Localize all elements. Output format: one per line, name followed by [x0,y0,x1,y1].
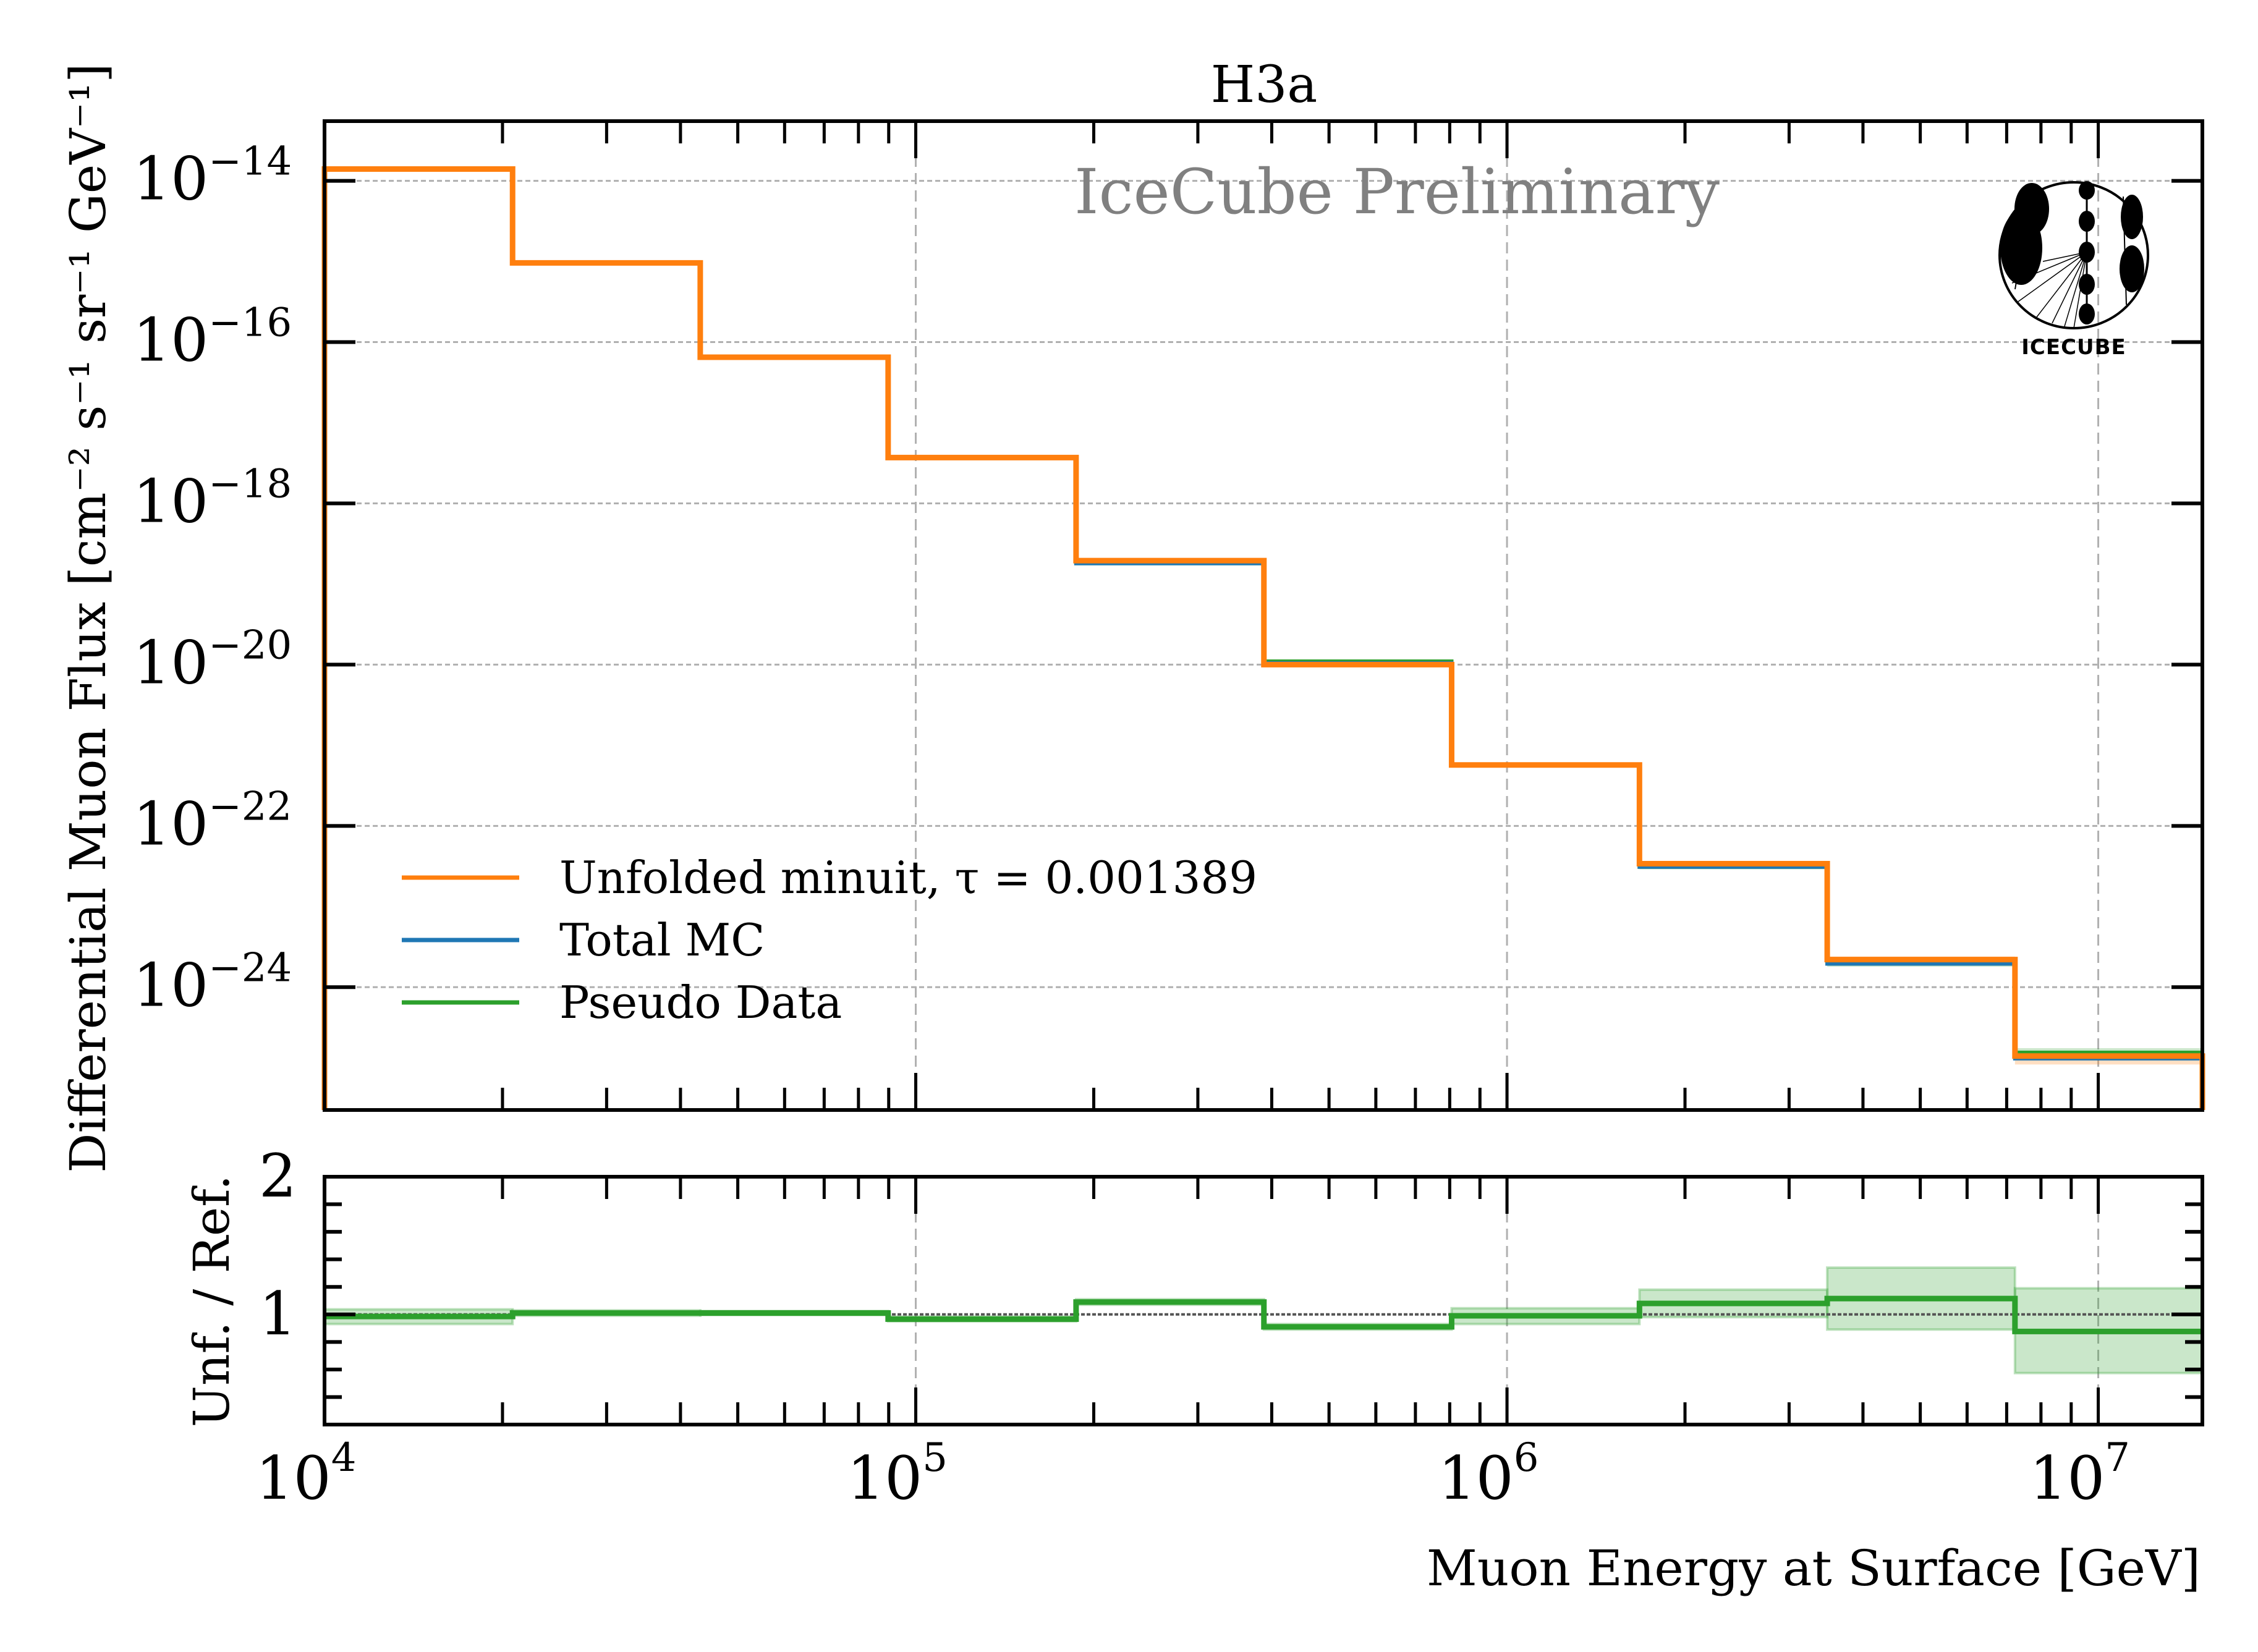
tick-label-exponent: 7 [2105,1435,2130,1481]
tick-label-base: 10 [133,789,208,858]
tick-label-base: 10 [1438,1444,1514,1513]
tick-label-exponent: −20 [208,622,292,668]
legend-label-unfolded: Unfolded minuit, τ = 0.001389 [559,852,1257,904]
logo-dom [2079,211,2095,232]
tick-label-base: 10 [133,951,208,1020]
ratio-y-tick-labels: 12 [259,1142,297,1349]
legend-label-pseudo-data: Pseudo Data [559,976,842,1028]
main-grid [325,121,2202,1110]
tick-label-base: 10 [133,145,208,214]
icecube-logo: IceCube [1998,181,2149,360]
y-tick-label: 10−24 [133,945,292,1020]
tick-label-base: 10 [2029,1444,2105,1513]
legend-entry-pseudo-data: Pseudo Data [402,976,842,1028]
x-tick-label: 104 [256,1435,357,1513]
legend-entry-total-mc: Total MC [402,914,765,966]
x-tick-label: 107 [2029,1435,2130,1513]
tick-label-base: 10 [847,1444,922,1513]
y-tick-label: 10−20 [133,622,292,697]
ratio-series-line [325,1295,2202,1334]
logo-dom [2079,303,2095,324]
x-tick-label: 106 [1438,1435,1539,1513]
ratio-axes-frame [323,1175,2204,1426]
main-ticks [323,121,2202,1110]
tick-label-exponent: −14 [208,139,292,185]
main-axes-frame [323,119,2204,1112]
ratio-y-axis-label: Unf. / Ref. [183,1175,240,1428]
tick-label-base: 10 [256,1444,331,1513]
legend: Unfolded minuit, τ = 0.001389 Total MC P… [402,852,1257,1028]
x-tick-labels: 104 105 106 107 [256,1435,2130,1513]
main-y-axis-label: Differential Muon Flux [cm⁻² s⁻¹ sr⁻¹ Ge… [59,63,117,1172]
ratio-grid [915,1177,2100,1425]
ratio-series [325,1295,2202,1334]
tick-label-base: 10 [133,628,208,697]
ratio-y-tick-label: 2 [259,1142,297,1211]
logo-light-rays [2011,252,2087,329]
y-tick-label: 10−14 [133,139,292,214]
logo-dom-large [2120,245,2144,292]
tick-label-exponent: −16 [208,300,292,346]
legend-label-total-mc: Total MC [559,914,765,966]
tick-label-exponent: −24 [208,945,292,991]
x-tick-label: 105 [847,1435,948,1513]
logo-dom-large [2000,211,2042,285]
y-tick-label: 10−18 [133,461,292,536]
y-tick-label: 10−16 [133,300,292,375]
y-tick-label: 10−22 [133,784,292,858]
tick-label-base: 10 [133,467,208,536]
x-axis-label: Muon Energy at Surface [GeV] [1427,1540,2201,1597]
tick-label-exponent: −18 [208,461,292,507]
tick-label-exponent: 4 [331,1435,357,1481]
tick-label-base: 10 [133,306,208,375]
logo-dom [2079,274,2095,295]
ratio-y-tick-label: 1 [259,1279,297,1349]
watermark-text: IceCube Preliminary [1074,156,1720,228]
main-series [321,166,2205,1110]
chart-title: H3a [1211,56,1318,114]
logo-dom-large [2121,195,2143,239]
logo-text: IceCube [2021,335,2126,360]
tick-label-exponent: 5 [922,1435,948,1481]
series-line-unfolded-minuit [321,166,2205,1110]
tick-label-exponent: −22 [208,784,292,829]
logo-dom [2079,181,2095,200]
tick-label-exponent: 6 [1514,1435,1539,1481]
legend-entry-unfolded: Unfolded minuit, τ = 0.001389 [402,852,1257,904]
